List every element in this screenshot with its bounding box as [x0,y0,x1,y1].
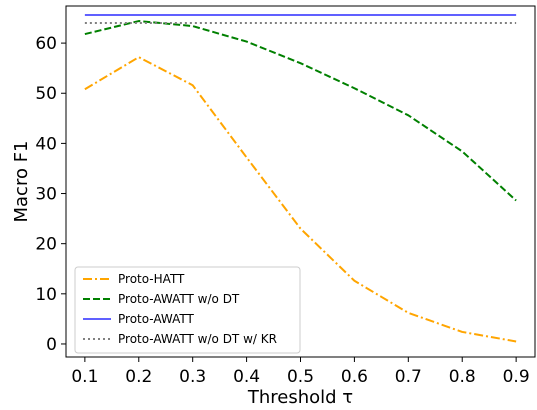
axis-ticks: 0.1 0.2 0.3 0.4 0.5 0.6 0.7 0.8 0.9 0 10 20 30 40 50 60 [35,34,529,387]
x-tick-label: 0.1 [71,367,98,387]
x-tick-label: 0.3 [179,367,206,387]
y-tick-label: 20 [35,235,57,255]
legend-box [74,266,301,354]
y-tick-label: 40 [35,134,57,154]
legend-entry-label: Proto-HATT [118,272,185,286]
legend-entry-label: Proto-AWATT w/o DT [118,292,240,306]
x-tick-label: 0.7 [395,367,422,387]
x-tick-label: 0.2 [125,367,152,387]
legend-entry-label: Proto-AWATT [118,312,195,326]
y-tick-label: 30 [35,185,57,205]
plot-lines [84,14,517,343]
y-tick-label: 0 [46,335,57,355]
legend-entry-label: Proto-AWATT w/o DT w/ KR [118,332,277,346]
plot-frame [65,5,536,358]
x-tick-label: 0.8 [449,367,476,387]
y-tick-label: 10 [35,285,57,305]
x-tick-label: 0.4 [233,367,260,387]
y-tick-label: 50 [35,84,57,104]
x-axis-label: Threshold τ [247,387,353,408]
y-tick-label: 60 [35,34,57,54]
x-tick-label: 0.5 [287,367,314,387]
x-tick-label: 0.6 [341,367,368,387]
y-axis-label: Macro F1 [11,140,32,222]
legend: Proto-HATT Proto-AWATT w/o DT Proto-AWATT P… [74,266,301,354]
series-line-proto-hatt [84,56,517,343]
x-tick-label: 0.9 [503,367,530,387]
